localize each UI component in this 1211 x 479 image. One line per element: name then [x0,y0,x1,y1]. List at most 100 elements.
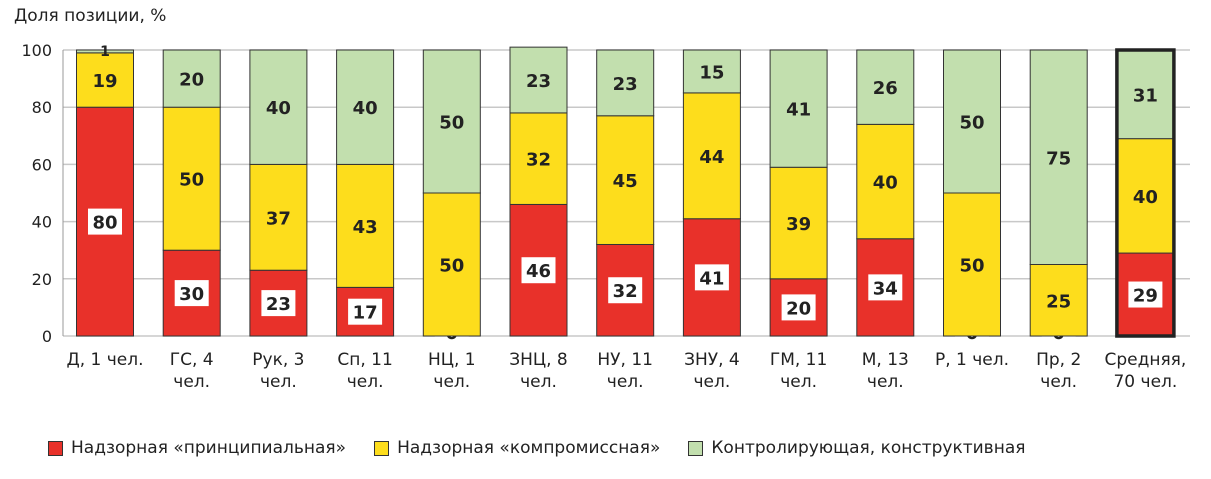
legend-label: Контролирующая, конструктивная [711,438,1026,458]
data-label-box [1128,281,1163,308]
data-label-box [88,208,122,235]
data-label-box [781,294,816,321]
bar-segment [162,49,221,108]
data-label: 40 [873,173,898,194]
bar-segment [682,92,741,220]
y-tick-label: 60 [32,155,52,174]
data-label: 80 [92,213,117,234]
data-label: 23 [266,294,291,315]
data-label: 40 [353,98,378,119]
x-tick-label: ГС, 4 [170,350,214,370]
bar-segment [943,192,1001,337]
data-label: 29 [1133,286,1158,307]
legend-item: Надзорная «компромиссная» [374,438,660,458]
data-label: 44 [699,147,724,168]
data-label: 50 [179,170,204,191]
data-label: 31 [1133,85,1158,106]
data-label: 19 [92,71,117,92]
data-label: 17 [353,303,378,324]
data-label: 30 [179,284,204,305]
data-label: 43 [353,217,378,238]
data-label: 40 [1133,187,1158,208]
x-tick-label: ЗНЦ, 8 [509,350,568,370]
bar-segment [336,163,395,288]
data-label-box [348,298,383,325]
legend-item: Контролирующая, конструктивная [688,438,1025,458]
x-tick-label: чел. [347,372,384,392]
data-label: 32 [613,281,638,302]
data-label: 32 [526,150,551,171]
bar-segment [76,52,134,108]
x-tick-label: М, 13 [862,350,909,370]
data-label-box [694,264,729,291]
bar-segment [422,192,481,337]
data-label: 26 [873,78,898,99]
data-label: 39 [786,214,811,235]
data-label: 20 [179,70,204,91]
data-label: 23 [526,71,551,92]
data-label: 20 [786,298,811,319]
bar-segment [1116,138,1175,254]
bar-segment [682,49,741,94]
data-label: 75 [1046,148,1071,169]
x-tick-label: НЦ, 1 [428,350,476,370]
bar-segment [76,49,134,54]
data-label: 40 [266,98,291,119]
data-label: 25 [1046,291,1071,312]
legend-swatch [374,440,390,456]
x-tick-label: Средняя, [1104,350,1186,370]
x-tick-label: чел. [173,372,210,392]
x-tick-label: 70 чел. [1113,372,1177,392]
bar-segment [943,49,1001,194]
x-tick-label: чел. [867,372,904,392]
x-tick-label: ЗНУ, 4 [684,350,740,370]
legend-swatch [688,440,704,456]
bar-segment [249,49,308,165]
data-label: 46 [526,261,551,282]
bar-segment [1029,49,1088,265]
data-label: 41 [699,268,724,289]
legend-label: Надзорная «компромиссная» [397,438,661,458]
x-tick-label: Пр, 2 [1036,350,1081,370]
y-tick-label: 100 [21,41,52,60]
x-tick-label: чел. [780,372,817,392]
bar-segment [596,115,655,245]
data-label: 15 [699,62,724,83]
data-label-box [608,277,643,304]
data-label: 50 [959,256,984,277]
x-tick-label: НУ, 11 [597,350,653,370]
data-label: 50 [439,256,464,277]
y-tick-label: 80 [32,98,52,117]
bar-segment [769,166,828,280]
y-tick-label: 40 [32,213,52,232]
data-label-box [261,290,296,317]
bar-segment [422,49,481,194]
data-label: 1 [100,44,110,60]
data-label-box [868,274,903,301]
legend: Надзорная «принципиальная» Надзорная «ко… [48,438,1025,458]
y-tick-label: 0 [42,327,52,346]
data-label: 45 [613,171,638,192]
bar-segment [509,46,568,114]
data-label: 50 [439,113,464,134]
y-tick-label: 20 [32,270,52,289]
x-tick-label: Сп, 11 [337,350,392,370]
data-label: 50 [959,113,984,134]
x-tick-label: ГМ, 11 [770,350,827,370]
legend-item: Надзорная «принципиальная» [48,438,346,458]
data-label: 34 [873,278,898,299]
bar-segment [856,49,915,125]
bar-segment [509,112,568,205]
x-tick-label: Р, 1 чел. [935,350,1009,370]
legend-label: Надзорная «принципиальная» [71,438,347,458]
data-label: 41 [786,100,811,121]
highlight-border [1115,48,1176,338]
x-tick-label: Д, 1 чел. [66,350,143,370]
x-tick-label: чел. [607,372,644,392]
x-tick-label: чел. [260,372,297,392]
data-label: 23 [613,74,638,95]
y-axis-title: Доля позиции, % [14,6,167,26]
x-tick-label: чел. [433,372,470,392]
